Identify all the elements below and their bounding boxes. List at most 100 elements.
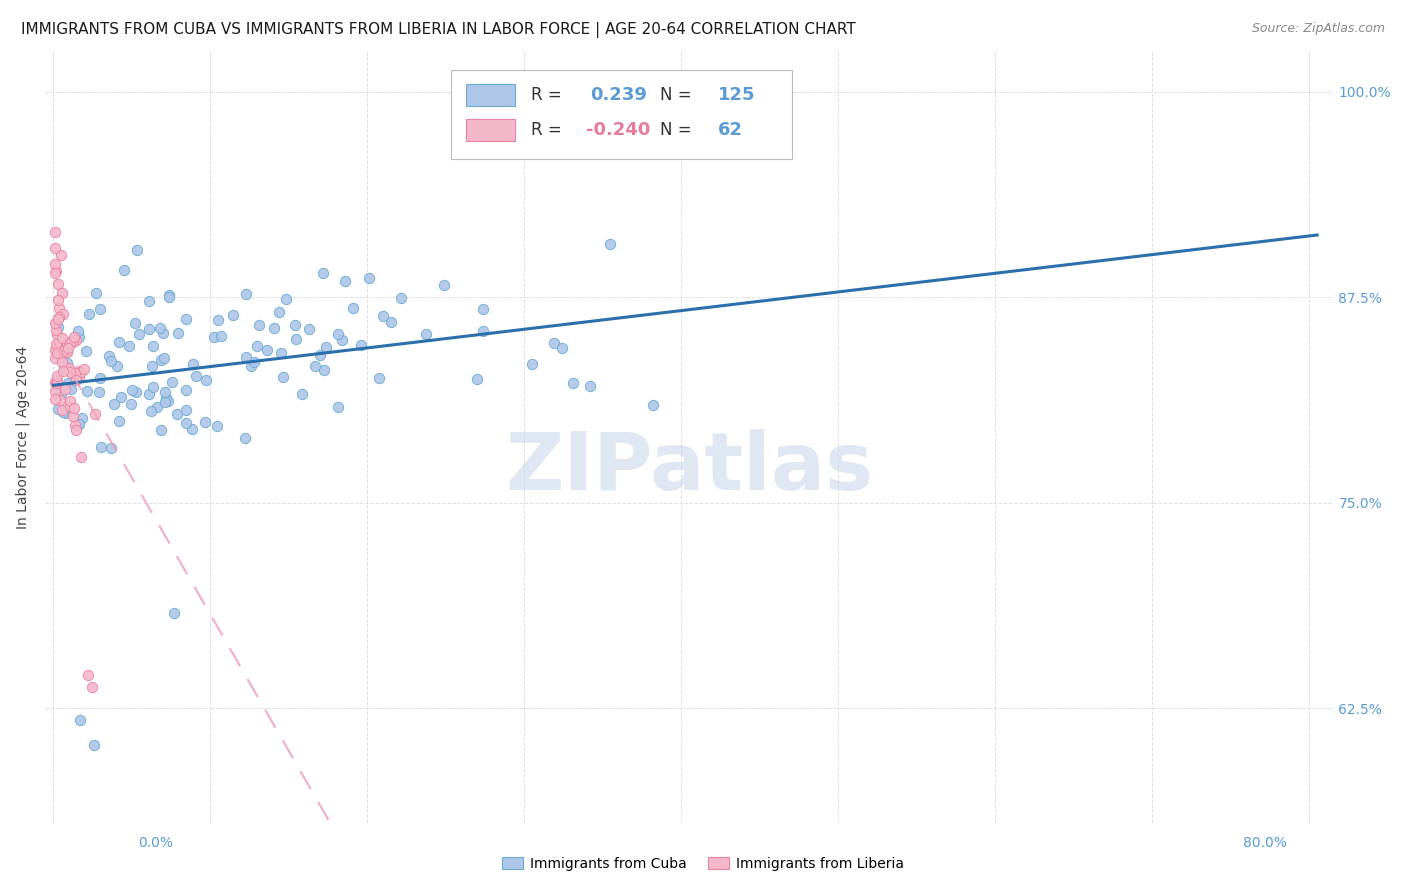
Point: [100, 441, 122, 455]
Point: [120, 397, 142, 411]
Point: [52, 344, 75, 359]
Point: [471, 301, 494, 316]
Text: 80.0%: 80.0%: [1243, 836, 1286, 850]
Point: [48, 393, 70, 408]
Point: [63, 330, 86, 344]
Point: [121, 383, 143, 397]
Point: [433, 277, 456, 292]
Point: [46, 312, 69, 326]
Point: [174, 311, 197, 326]
Point: [48, 310, 70, 324]
Point: [103, 397, 125, 411]
Point: [125, 243, 148, 257]
Point: [52, 364, 75, 378]
Point: [52, 405, 75, 419]
Point: [84, 407, 107, 421]
Point: [166, 407, 188, 421]
Point: [162, 375, 184, 389]
Point: [73, 362, 96, 376]
Point: [155, 391, 177, 405]
Point: [110, 390, 132, 404]
Point: [105, 359, 128, 374]
Point: [174, 403, 197, 417]
Point: [174, 416, 197, 430]
Point: [63, 401, 86, 415]
Point: [56, 345, 79, 359]
Point: [89, 370, 111, 384]
Point: [45, 264, 67, 278]
Point: [46, 293, 69, 307]
Point: [125, 384, 148, 399]
Point: [44, 392, 66, 407]
Point: [56, 336, 79, 351]
Point: [76, 668, 98, 682]
Point: [65, 369, 87, 384]
Point: [551, 341, 574, 355]
Point: [141, 359, 163, 373]
Point: [181, 357, 204, 371]
Point: [46, 389, 69, 403]
Point: [561, 376, 583, 390]
Point: [270, 345, 292, 359]
Point: [273, 370, 295, 384]
Point: [51, 330, 73, 344]
Point: [357, 271, 380, 285]
Point: [142, 380, 165, 394]
Point: [284, 332, 307, 346]
Point: [44, 376, 66, 390]
Point: [67, 324, 90, 338]
Point: [314, 363, 336, 377]
Point: [58, 341, 80, 355]
Point: [55, 356, 77, 370]
Point: [522, 357, 544, 371]
Point: [59, 335, 82, 350]
Point: [45, 346, 67, 360]
Point: [55, 344, 77, 359]
Point: [45, 369, 67, 384]
Point: [368, 371, 391, 385]
Point: [145, 401, 167, 415]
Point: [207, 312, 229, 326]
Point: [465, 372, 488, 386]
Point: [62, 335, 84, 350]
Point: [45, 337, 67, 351]
FancyBboxPatch shape: [451, 70, 792, 159]
Point: [51, 285, 73, 300]
Point: [44, 376, 66, 390]
Point: [87, 385, 110, 400]
Point: [159, 287, 181, 301]
Point: [207, 418, 229, 433]
Point: [69, 713, 91, 727]
Point: [60, 334, 83, 348]
Point: [138, 322, 160, 336]
Point: [67, 330, 90, 344]
Text: N =: N =: [659, 86, 696, 103]
Point: [76, 384, 98, 398]
Point: [222, 308, 245, 322]
Point: [59, 382, 82, 396]
Point: [725, 93, 748, 107]
Point: [599, 237, 621, 252]
Point: [98, 349, 121, 363]
Point: [138, 387, 160, 401]
Point: [65, 423, 87, 437]
Point: [184, 369, 207, 384]
Point: [235, 287, 257, 301]
Point: [51, 402, 73, 417]
Point: [256, 343, 278, 358]
Point: [579, 379, 602, 393]
Point: [128, 327, 150, 342]
Point: [80, 680, 103, 694]
Point: [328, 326, 350, 341]
Point: [67, 417, 90, 432]
Point: [51, 343, 73, 358]
Point: [269, 305, 291, 319]
Point: [45, 323, 67, 337]
Point: [67, 364, 90, 378]
Point: [233, 431, 256, 445]
Point: [350, 337, 373, 351]
Point: [247, 318, 270, 332]
Point: [284, 318, 307, 332]
Text: 62: 62: [717, 121, 742, 139]
Point: [65, 333, 87, 347]
